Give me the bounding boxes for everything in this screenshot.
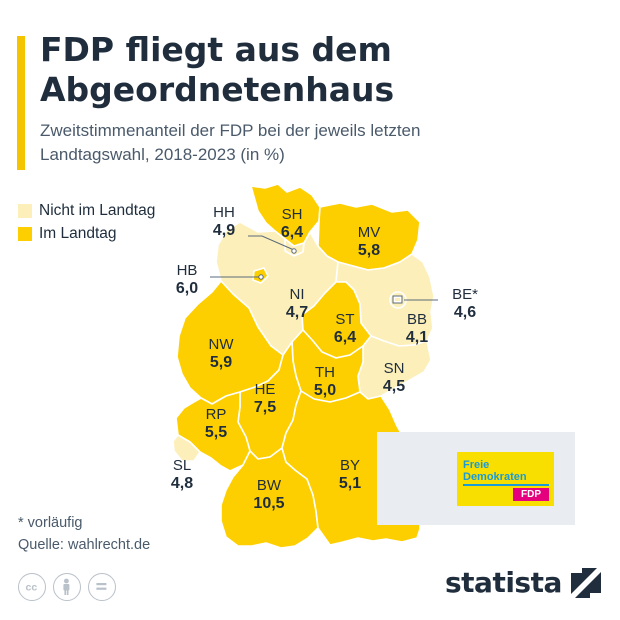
state-shape-bw bbox=[220, 447, 319, 549]
state-shape-rp bbox=[175, 391, 251, 472]
person-icon[interactable] bbox=[53, 573, 81, 601]
statista-brand[interactable]: statista bbox=[445, 566, 601, 599]
state-shape-sh bbox=[250, 183, 321, 247]
svg-text:cc: cc bbox=[26, 582, 38, 594]
state-label-hh: HH 4,9 bbox=[212, 204, 236, 239]
page-title: FDP fliegt aus dem Abgeordnetenhaus bbox=[40, 30, 395, 109]
state-label-rp: RP 5,5 bbox=[204, 406, 228, 441]
footnote-provisional: * vorläufig bbox=[18, 515, 83, 531]
legend-swatch-light bbox=[18, 203, 32, 218]
leader-dot-hh bbox=[291, 248, 297, 254]
state-label-sh: SH 6,4 bbox=[280, 206, 304, 241]
state-label-ni: NI 4,7 bbox=[285, 286, 309, 321]
state-label-nw: NW 5,9 bbox=[208, 336, 234, 371]
state-label-he: HE 7,5 bbox=[253, 381, 277, 416]
fdp-logo-badge: FDP bbox=[513, 488, 549, 501]
state-label-bw: BW 10,5 bbox=[253, 477, 285, 512]
page-subtitle: Zweitstimmenanteil der FDP bei der jewei… bbox=[40, 121, 421, 164]
state-label-be: BE* 4,6 bbox=[452, 286, 478, 321]
statista-wordmark: statista bbox=[445, 566, 562, 599]
leader-dot-hb bbox=[258, 274, 264, 280]
legend-label: Nicht im Landtag bbox=[39, 201, 156, 219]
fdp-logo-underline bbox=[463, 484, 549, 486]
state-label-mv: MV 5,8 bbox=[357, 224, 381, 259]
state-label-st: ST 6,4 bbox=[333, 311, 357, 346]
fdp-logo-line1: Freie bbox=[463, 459, 490, 471]
cc-icon[interactable]: cc bbox=[18, 573, 46, 601]
legend-item-in-parliament: Im Landtag bbox=[18, 222, 155, 245]
berlin-marker bbox=[392, 295, 403, 304]
statista-logo-icon bbox=[570, 567, 601, 598]
state-label-by: BY 5,1 bbox=[338, 457, 362, 492]
state-label-sl: SL 4,8 bbox=[170, 457, 194, 492]
state-label-bb: BB 4,1 bbox=[405, 311, 429, 346]
source-note: Quelle: wahlrecht.de bbox=[18, 537, 151, 553]
license-icons: cc bbox=[18, 573, 123, 601]
legend-label: Im Landtag bbox=[39, 224, 117, 242]
equals-icon[interactable] bbox=[88, 573, 116, 601]
leader-line-hh bbox=[248, 235, 295, 251]
footnote: * vorläufig Quelle: wahlrecht.de bbox=[18, 512, 150, 556]
state-label-sn: SN 4,5 bbox=[382, 360, 406, 395]
legend-swatch-dark bbox=[18, 226, 32, 241]
fdp-logo: Freie Demokraten FDP bbox=[457, 452, 554, 506]
state-label-hb: HB 6,0 bbox=[175, 262, 199, 297]
state-shape-sl bbox=[172, 434, 201, 462]
legend-item-not-in-parliament: Nicht im Landtag bbox=[18, 199, 155, 222]
fdp-logo-line2: Demokraten bbox=[463, 471, 527, 483]
title-accent-bar bbox=[17, 36, 25, 170]
map-legend: Nicht im Landtag Im Landtag bbox=[18, 199, 155, 245]
state-label-th: TH 5,0 bbox=[313, 364, 337, 399]
